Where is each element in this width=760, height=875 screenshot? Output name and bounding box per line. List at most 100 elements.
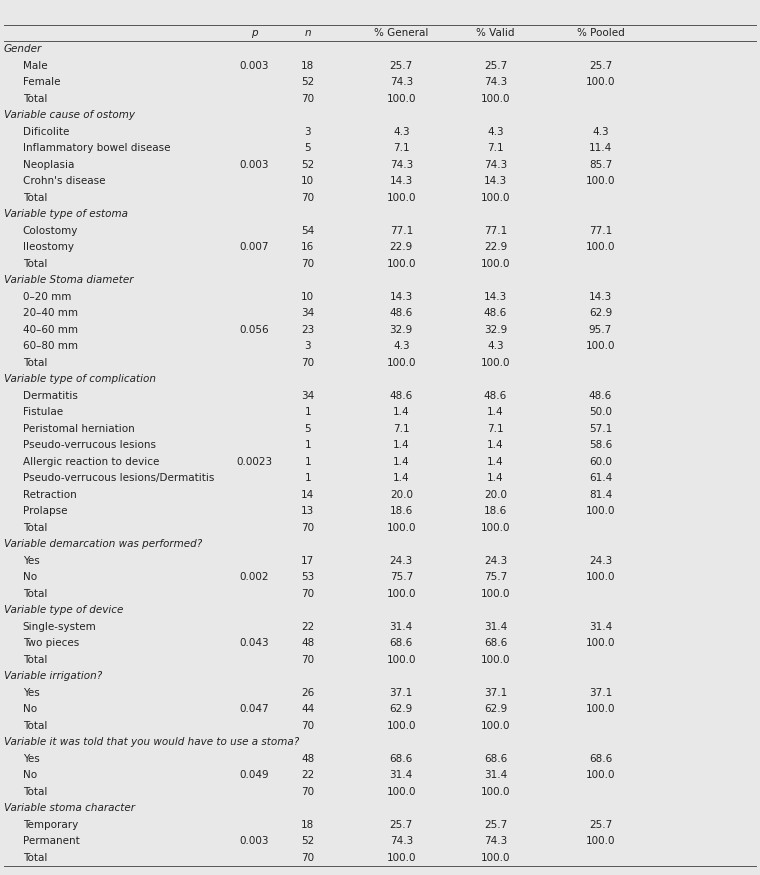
Text: 68.6: 68.6 [589, 754, 612, 764]
Text: Variable type of estoma: Variable type of estoma [4, 209, 128, 220]
Text: 74.3: 74.3 [390, 836, 413, 846]
Text: 11.4: 11.4 [589, 144, 612, 153]
Text: 48.6: 48.6 [484, 391, 507, 401]
Text: Variable demarcation was performed?: Variable demarcation was performed? [4, 540, 202, 550]
Text: 4.3: 4.3 [592, 127, 609, 136]
Text: 1: 1 [305, 408, 311, 417]
Text: Single-system: Single-system [23, 622, 97, 632]
Text: Total: Total [23, 655, 47, 665]
Text: 50.0: 50.0 [589, 408, 612, 417]
Text: 24.3: 24.3 [390, 556, 413, 566]
Text: 1.4: 1.4 [393, 473, 410, 484]
Text: 57.1: 57.1 [589, 424, 612, 434]
Text: % Valid: % Valid [477, 28, 515, 38]
Text: Total: Total [23, 523, 47, 533]
Text: 25.7: 25.7 [390, 61, 413, 71]
Text: Yes: Yes [23, 688, 40, 698]
Text: 100.0: 100.0 [387, 523, 416, 533]
Text: 1.4: 1.4 [393, 440, 410, 451]
Text: % General: % General [374, 28, 429, 38]
Text: 70: 70 [301, 721, 315, 731]
Text: 1.4: 1.4 [487, 440, 504, 451]
Text: 68.6: 68.6 [390, 754, 413, 764]
Text: 18.6: 18.6 [484, 507, 507, 516]
Text: Colostomy: Colostomy [23, 226, 78, 236]
Text: Male: Male [23, 61, 47, 71]
Text: 68.6: 68.6 [484, 754, 507, 764]
Text: 74.3: 74.3 [484, 836, 507, 846]
Text: 70: 70 [301, 853, 315, 863]
Text: 14: 14 [301, 490, 315, 500]
Text: 77.1: 77.1 [390, 226, 413, 236]
Text: 31.4: 31.4 [484, 622, 507, 632]
Text: 16: 16 [301, 242, 315, 252]
Text: 31.4: 31.4 [390, 622, 413, 632]
Text: 10: 10 [301, 292, 315, 302]
Text: 25.7: 25.7 [484, 820, 507, 830]
Text: 1.4: 1.4 [487, 457, 504, 467]
Text: Pseudo-verrucous lesions: Pseudo-verrucous lesions [23, 440, 156, 451]
Text: 26: 26 [301, 688, 315, 698]
Text: 13: 13 [301, 507, 315, 516]
Text: 20.0: 20.0 [484, 490, 507, 500]
Text: 3: 3 [305, 127, 311, 136]
Text: Prolapse: Prolapse [23, 507, 68, 516]
Text: 100.0: 100.0 [586, 177, 615, 186]
Text: 100.0: 100.0 [586, 507, 615, 516]
Text: 40–60 mm: 40–60 mm [23, 325, 78, 335]
Text: Variable cause of ostomy: Variable cause of ostomy [4, 110, 135, 121]
Text: No: No [23, 771, 37, 780]
Text: 20–40 mm: 20–40 mm [23, 308, 78, 318]
Text: 100.0: 100.0 [387, 787, 416, 797]
Text: 10: 10 [301, 177, 315, 186]
Text: 17: 17 [301, 556, 315, 566]
Text: % Pooled: % Pooled [577, 28, 624, 38]
Text: Two pieces: Two pieces [23, 639, 79, 648]
Text: Variable it was told that you would have to use a stoma?: Variable it was told that you would have… [4, 738, 299, 747]
Text: 37.1: 37.1 [390, 688, 413, 698]
Text: 61.4: 61.4 [589, 473, 612, 484]
Text: 48.6: 48.6 [390, 308, 413, 318]
Text: 18.6: 18.6 [390, 507, 413, 516]
Text: 0.003: 0.003 [240, 160, 269, 170]
Text: 100.0: 100.0 [387, 853, 416, 863]
Text: 32.9: 32.9 [484, 325, 507, 335]
Text: 70: 70 [301, 589, 315, 599]
Text: 5: 5 [305, 144, 311, 153]
Text: Allergic reaction to device: Allergic reaction to device [23, 457, 159, 467]
Text: n: n [305, 28, 311, 38]
Text: Gender: Gender [4, 45, 42, 54]
Text: 100.0: 100.0 [387, 721, 416, 731]
Text: 1.4: 1.4 [393, 457, 410, 467]
Text: Ileostomy: Ileostomy [23, 242, 74, 252]
Text: 4.3: 4.3 [393, 341, 410, 352]
Text: 24.3: 24.3 [589, 556, 612, 566]
Text: 100.0: 100.0 [586, 242, 615, 252]
Text: 52: 52 [301, 160, 315, 170]
Text: 0.003: 0.003 [240, 836, 269, 846]
Text: Total: Total [23, 259, 47, 269]
Text: Temporary: Temporary [23, 820, 78, 830]
Text: 4.3: 4.3 [487, 341, 504, 352]
Text: 74.3: 74.3 [484, 77, 507, 88]
Text: 81.4: 81.4 [589, 490, 612, 500]
Text: 100.0: 100.0 [481, 589, 510, 599]
Text: 77.1: 77.1 [589, 226, 612, 236]
Text: 75.7: 75.7 [390, 572, 413, 583]
Text: 7.1: 7.1 [393, 144, 410, 153]
Text: 1.4: 1.4 [487, 408, 504, 417]
Text: 62.9: 62.9 [390, 704, 413, 715]
Text: 0.0023: 0.0023 [236, 457, 273, 467]
Text: Variable irrigation?: Variable irrigation? [4, 671, 102, 682]
Text: Variable type of device: Variable type of device [4, 606, 123, 615]
Text: 1.4: 1.4 [393, 408, 410, 417]
Text: 32.9: 32.9 [390, 325, 413, 335]
Text: Yes: Yes [23, 754, 40, 764]
Text: 68.6: 68.6 [390, 639, 413, 648]
Text: 100.0: 100.0 [387, 655, 416, 665]
Text: Variable stoma character: Variable stoma character [4, 803, 135, 814]
Text: 100.0: 100.0 [586, 77, 615, 88]
Text: 70: 70 [301, 192, 315, 203]
Text: 7.1: 7.1 [487, 424, 504, 434]
Text: 95.7: 95.7 [589, 325, 612, 335]
